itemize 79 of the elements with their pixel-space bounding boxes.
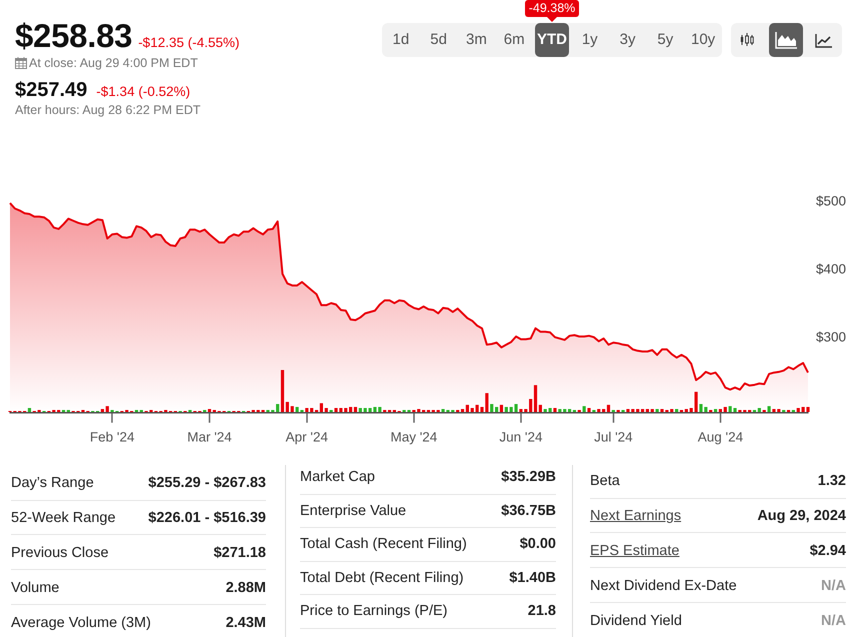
text: $255.29 - $267.83 [148, 474, 266, 492]
text: At close: Aug 29 4:00 PM EDT [29, 56, 198, 70]
text: Price to Earnings (P/E) [300, 602, 448, 620]
x-tick-label: Feb '24 [90, 430, 135, 445]
text: After hours: Aug 28 6:22 PM EDT [15, 103, 201, 117]
category-label: 1d [392, 30, 410, 50]
text: 1.32 [818, 472, 846, 490]
category-label: 10y [690, 30, 716, 50]
text: Next Earnings [590, 506, 682, 525]
text: Dividend Yield [590, 612, 682, 630]
category-label: 1y [580, 30, 599, 50]
text: $35.29B [501, 468, 556, 486]
bar [553, 408, 557, 412]
bar [334, 408, 338, 412]
text: Enterprise Value [300, 502, 406, 520]
category-label: 3m [465, 30, 488, 50]
text: Total Cash (Recent Filing) [300, 535, 467, 553]
text: Beta [590, 472, 620, 490]
x-tick-label: Aug '24 [698, 430, 744, 445]
x-tick-label: Jul '24 [594, 430, 634, 445]
bar [500, 404, 504, 412]
text: -$1.34 (-0.52%) [96, 84, 190, 99]
y-tick-label: $400 [816, 262, 846, 276]
bar [28, 408, 32, 412]
bar [806, 406, 810, 412]
text: $0.00 [520, 535, 556, 553]
text: $2.94 [810, 542, 846, 560]
bar [208, 409, 212, 412]
y-tick-label: $500 [816, 193, 846, 208]
text: Aug 29, 2024 [757, 506, 846, 525]
category-label: 6m [502, 30, 526, 50]
bar [767, 406, 771, 412]
category-label: 5d [429, 30, 448, 50]
text: N/A [821, 576, 846, 595]
bar [295, 406, 299, 412]
bar [534, 385, 538, 412]
bar [587, 408, 591, 412]
text: $1.40B [509, 568, 556, 586]
x-tick-label: Jun '24 [499, 430, 543, 445]
category-label: 5y [656, 30, 674, 50]
bar [582, 406, 586, 412]
bar [354, 406, 358, 412]
text: 21.8 [528, 602, 556, 620]
text: Next Dividend Ex-Date [590, 576, 737, 595]
bar [485, 393, 488, 412]
bar [441, 409, 445, 412]
text: Volume [11, 578, 60, 597]
text: $271.18 [214, 544, 266, 562]
text: $258.83 [15, 17, 132, 54]
text: Total Debt (Recent Filing) [300, 568, 464, 586]
bar [280, 370, 284, 412]
x-tick-label: Mar '24 [187, 430, 232, 445]
text: $36.75B [501, 502, 556, 520]
x-tick-label: May '24 [390, 430, 438, 445]
bar [606, 404, 610, 412]
text: 2.88M [226, 578, 266, 597]
y-tick-label: $300 [816, 330, 846, 345]
bar [714, 409, 718, 412]
category-label: 3y [618, 30, 636, 50]
bar [538, 404, 542, 412]
text: N/A [821, 612, 846, 630]
bar [656, 409, 659, 412]
text: 52-Week Range [11, 508, 116, 527]
text: Average Volume (3M) [11, 614, 151, 632]
text: Previous Close [11, 544, 109, 562]
text: $226.01 - $516.39 [148, 508, 266, 527]
text: EPS Estimate [590, 542, 680, 560]
text: 2.43M [226, 614, 266, 632]
bar [733, 408, 737, 412]
bar [728, 406, 732, 412]
bar [675, 409, 678, 412]
bar [480, 406, 484, 412]
bar [660, 409, 664, 412]
text: Market Cap [300, 468, 375, 486]
text: $257.49 [15, 79, 88, 101]
text: -49.38% [525, 0, 579, 17]
text: Day’s Range [11, 474, 94, 492]
text: -$12.35 (-4.55%) [138, 35, 240, 50]
x-tick-label: Apr '24 [286, 430, 328, 445]
